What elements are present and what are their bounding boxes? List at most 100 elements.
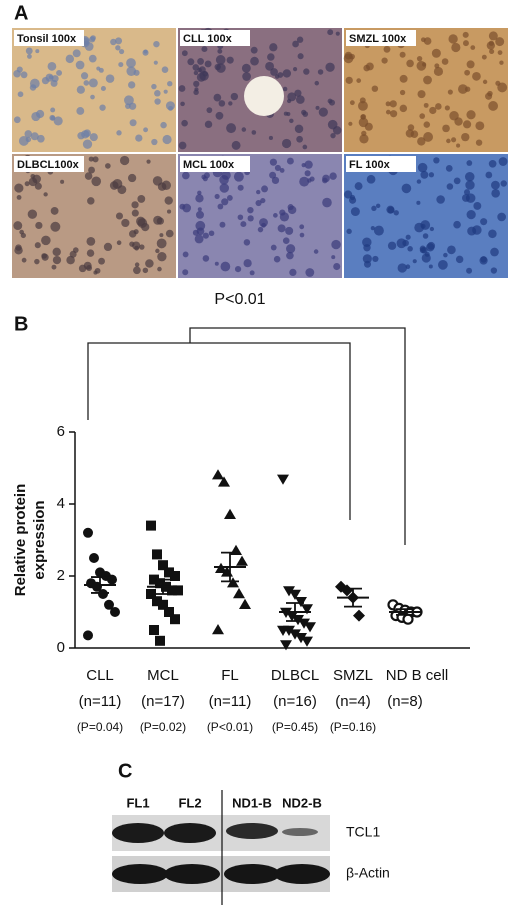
point bbox=[110, 607, 120, 617]
cell bbox=[331, 239, 341, 250]
cell bbox=[25, 136, 32, 143]
cell bbox=[488, 159, 497, 168]
cell bbox=[14, 246, 23, 255]
cell bbox=[131, 209, 139, 217]
lane-label: ND2-B bbox=[282, 795, 322, 810]
cell bbox=[304, 160, 313, 169]
category-label: FL bbox=[221, 667, 239, 684]
cell bbox=[410, 130, 419, 139]
cell bbox=[464, 171, 475, 182]
cell bbox=[371, 85, 379, 92]
cell bbox=[195, 210, 204, 219]
cell bbox=[257, 226, 264, 233]
cell bbox=[299, 232, 305, 238]
cell bbox=[465, 180, 475, 190]
error-bar bbox=[91, 576, 109, 594]
cell bbox=[345, 76, 353, 84]
cell bbox=[331, 255, 336, 260]
cell bbox=[84, 172, 93, 180]
cell bbox=[426, 243, 435, 252]
cell bbox=[482, 79, 488, 85]
cell bbox=[488, 229, 497, 239]
cell bbox=[52, 247, 61, 257]
image-label: Tonsil 100x bbox=[17, 33, 77, 45]
cell bbox=[34, 242, 41, 249]
image-label: DLBCL100x bbox=[17, 159, 80, 171]
cell bbox=[441, 58, 449, 65]
cell bbox=[303, 68, 310, 75]
cell bbox=[317, 69, 324, 75]
cell bbox=[206, 107, 213, 114]
point bbox=[224, 508, 236, 519]
cell bbox=[65, 54, 75, 64]
cell bbox=[98, 257, 105, 265]
cell bbox=[447, 89, 453, 95]
cell bbox=[420, 37, 426, 43]
cell bbox=[416, 179, 422, 184]
point bbox=[239, 598, 251, 609]
cell bbox=[488, 101, 499, 111]
error-bar bbox=[286, 602, 304, 622]
point bbox=[218, 476, 230, 487]
cell bbox=[495, 37, 505, 47]
point bbox=[155, 635, 165, 646]
cell bbox=[399, 89, 406, 96]
cell bbox=[133, 266, 141, 275]
cell bbox=[273, 255, 281, 263]
cell bbox=[429, 106, 437, 115]
p-label: (P=0.16) bbox=[330, 720, 376, 734]
cell bbox=[202, 71, 208, 77]
cell bbox=[82, 139, 93, 149]
cell bbox=[466, 209, 476, 220]
point bbox=[353, 609, 365, 622]
cell bbox=[204, 120, 213, 129]
cell bbox=[421, 62, 427, 67]
cell bbox=[466, 110, 476, 120]
cell bbox=[330, 132, 336, 139]
p-label: (P=0.04) bbox=[77, 720, 123, 734]
lane-label: ND1-B bbox=[232, 795, 272, 810]
cell bbox=[78, 264, 87, 273]
cell bbox=[412, 259, 417, 264]
cell bbox=[463, 40, 469, 47]
cell bbox=[88, 156, 94, 162]
cell bbox=[488, 31, 498, 41]
cell bbox=[313, 249, 319, 254]
cell bbox=[296, 135, 303, 143]
cell bbox=[234, 265, 242, 273]
micrograph bbox=[12, 28, 176, 152]
point bbox=[107, 574, 117, 585]
cell bbox=[153, 40, 160, 48]
cell bbox=[197, 207, 202, 212]
cell bbox=[490, 247, 499, 257]
cell bbox=[48, 75, 53, 80]
cell bbox=[159, 233, 164, 238]
cell bbox=[489, 48, 495, 55]
cell bbox=[273, 213, 278, 218]
cell bbox=[124, 95, 134, 106]
cell bbox=[219, 221, 226, 228]
point bbox=[233, 588, 245, 599]
cell bbox=[282, 69, 292, 78]
cell bbox=[83, 80, 90, 86]
category-label: DLBCL bbox=[271, 667, 319, 684]
cell bbox=[51, 75, 59, 83]
cell bbox=[156, 238, 167, 249]
cell bbox=[142, 267, 149, 274]
cell bbox=[237, 214, 244, 221]
cell bbox=[420, 170, 429, 179]
cell bbox=[135, 134, 143, 142]
cell bbox=[466, 160, 473, 166]
cell bbox=[75, 60, 85, 70]
cell bbox=[129, 230, 137, 238]
cell bbox=[466, 60, 475, 69]
cell bbox=[417, 137, 426, 146]
cell bbox=[214, 261, 219, 266]
cell bbox=[466, 267, 473, 274]
band bbox=[224, 864, 280, 884]
cell bbox=[375, 203, 381, 209]
cell bbox=[419, 113, 426, 119]
cell bbox=[214, 193, 220, 200]
point bbox=[164, 607, 174, 617]
cell bbox=[289, 268, 297, 277]
